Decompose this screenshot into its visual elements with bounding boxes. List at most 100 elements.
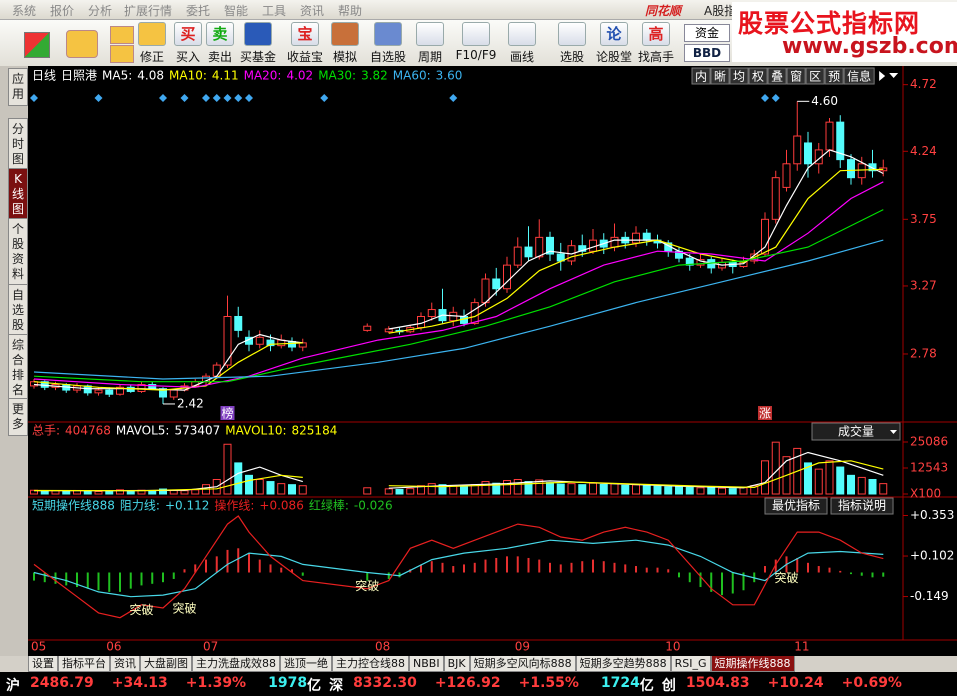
- tab[interactable]: 短期多空风向标888: [469, 656, 576, 672]
- tool-button[interactable]: F10/F9: [453, 22, 499, 62]
- series-line: [33, 239, 884, 380]
- y-tick-label: 25086: [910, 435, 948, 449]
- breakout-label: 突破: [355, 578, 379, 593]
- legend-text: 短期操作线888: [32, 498, 115, 513]
- tool-button[interactable]: 买买入: [168, 22, 208, 65]
- menu-item[interactable]: 智能: [224, 4, 249, 18]
- status-text: +0.69%: [841, 675, 902, 691]
- menu-item[interactable]: 报价: [50, 4, 75, 18]
- volume-bar: [664, 486, 673, 495]
- tab[interactable]: 资讯: [110, 656, 140, 672]
- icon-up[interactable]: [110, 26, 134, 44]
- tool-label: 修正: [139, 50, 164, 64]
- tool-button[interactable]: 论论股堂: [594, 22, 634, 65]
- panel-button[interactable]: 预: [824, 67, 844, 85]
- tool-button[interactable]: 自选股: [368, 22, 408, 65]
- legend-text: 4.02: [286, 69, 313, 83]
- menu-item[interactable]: 资讯: [300, 4, 325, 18]
- legend-text: MAVOL5:: [116, 424, 170, 438]
- menu-item[interactable]: 工具: [262, 4, 287, 18]
- tool-button[interactable]: 买基金: [238, 22, 278, 65]
- icon-app[interactable]: [24, 32, 50, 58]
- candle-body: [481, 278, 490, 304]
- icon-down[interactable]: [110, 45, 134, 63]
- volume-bar: [277, 483, 286, 495]
- tab[interactable]: 主力洗盘成效88: [192, 656, 280, 672]
- button-box: [729, 67, 749, 85]
- panel-button[interactable]: 内: [691, 67, 711, 85]
- tool-label: 论股堂: [595, 50, 632, 64]
- volume-bar: [610, 483, 619, 495]
- status-text: 1504.83: [685, 675, 750, 691]
- panel-button[interactable]: 信息: [843, 67, 875, 85]
- tool-label: 自选股: [369, 50, 406, 64]
- tab[interactable]: 短期多空趋势888: [575, 656, 671, 672]
- candle-body: [857, 163, 866, 179]
- menu-bar: 系统 报价 分析 扩展行情 委托 智能 工具 资讯 帮助 同花顺 A股指: [0, 0, 957, 20]
- panel-button[interactable]: 最优指标: [764, 497, 828, 515]
- side-tab[interactable]: 分时图: [8, 118, 28, 171]
- candle-body: [105, 389, 114, 395]
- button-box: [767, 67, 787, 85]
- side-tab[interactable]: 应用: [8, 68, 28, 106]
- menu-item[interactable]: 委托: [186, 4, 211, 18]
- series-line: [33, 515, 884, 619]
- bbd-button[interactable]: BBD: [684, 44, 730, 62]
- tab[interactable]: NBBI: [409, 656, 444, 672]
- volume-bar: [879, 483, 888, 495]
- panel-button[interactable]: 区: [805, 67, 825, 85]
- legend-text: 573407: [174, 424, 220, 438]
- tool-button[interactable]: 选股: [552, 22, 592, 65]
- tool-label: 周期: [417, 50, 442, 64]
- volume-bar: [223, 443, 232, 495]
- tool-button[interactable]: 宝收益宝: [285, 22, 325, 65]
- status-text: 沪: [6, 678, 20, 694]
- panel-button[interactable]: 窗: [786, 67, 806, 85]
- tool-button[interactable]: 高找高手: [636, 22, 676, 65]
- volume-bar: [847, 474, 855, 495]
- side-tab[interactable]: K线图: [8, 168, 28, 221]
- side-tab[interactable]: 自选股: [8, 284, 28, 337]
- tab[interactable]: 主力控仓线88: [332, 656, 409, 672]
- panel-button[interactable]: 权: [748, 67, 768, 85]
- side-tab[interactable]: 综合排名: [8, 334, 28, 402]
- panel-button[interactable]: 晰: [710, 67, 730, 85]
- button-label: 内: [695, 70, 707, 84]
- button-box: [748, 67, 768, 85]
- tab[interactable]: 逃顶一绝: [280, 656, 332, 672]
- menu-item[interactable]: 分析: [88, 4, 113, 18]
- tool-button[interactable]: 周期: [410, 22, 450, 65]
- tab[interactable]: BJK: [443, 656, 470, 672]
- menu-item[interactable]: 扩展行情: [124, 4, 173, 18]
- panel-button[interactable]: 均: [729, 67, 749, 85]
- tab[interactable]: 设置: [28, 656, 58, 672]
- chart: 日线 日照港 MA5: 4.08 MA10: 4.11 MA20: 4.02 MA30: 3.82…: [28, 66, 957, 656]
- icon-back[interactable]: [66, 30, 98, 58]
- panel-button[interactable]: 叠: [767, 67, 787, 85]
- volume-bar: [363, 487, 372, 495]
- signal-diamond: [212, 94, 221, 102]
- marker-label: 涨: [759, 406, 771, 421]
- tab[interactable]: 大盘副图: [140, 656, 192, 672]
- volume-bar: [825, 460, 834, 495]
- tool-button[interactable]: 画线: [502, 22, 542, 65]
- volume-bar: [438, 484, 447, 495]
- tab[interactable]: 指标平台: [58, 656, 110, 672]
- tab[interactable]: RSI_G: [670, 656, 711, 672]
- candle-body: [868, 163, 877, 172]
- volume-bar: [599, 483, 608, 495]
- tab[interactable]: 短期操作线888: [710, 656, 795, 672]
- menu-item[interactable]: 系统: [12, 4, 37, 18]
- side-tab[interactable]: 更多: [8, 398, 28, 436]
- tool-button[interactable]: 模拟: [325, 22, 365, 65]
- tool-button[interactable]: 卖卖出: [200, 22, 240, 65]
- dropdown[interactable]: 成交量: [811, 422, 901, 441]
- volume-bar: [481, 481, 490, 495]
- volume-bar: [492, 482, 501, 495]
- marker-box: [758, 406, 772, 420]
- menu-item[interactable]: 帮助: [338, 4, 363, 18]
- side-tab[interactable]: 个股资料: [8, 218, 28, 286]
- fund-button[interactable]: 资金: [684, 24, 730, 42]
- panel-button[interactable]: 指标说明: [830, 497, 894, 515]
- tool-button[interactable]: 修正: [132, 22, 172, 65]
